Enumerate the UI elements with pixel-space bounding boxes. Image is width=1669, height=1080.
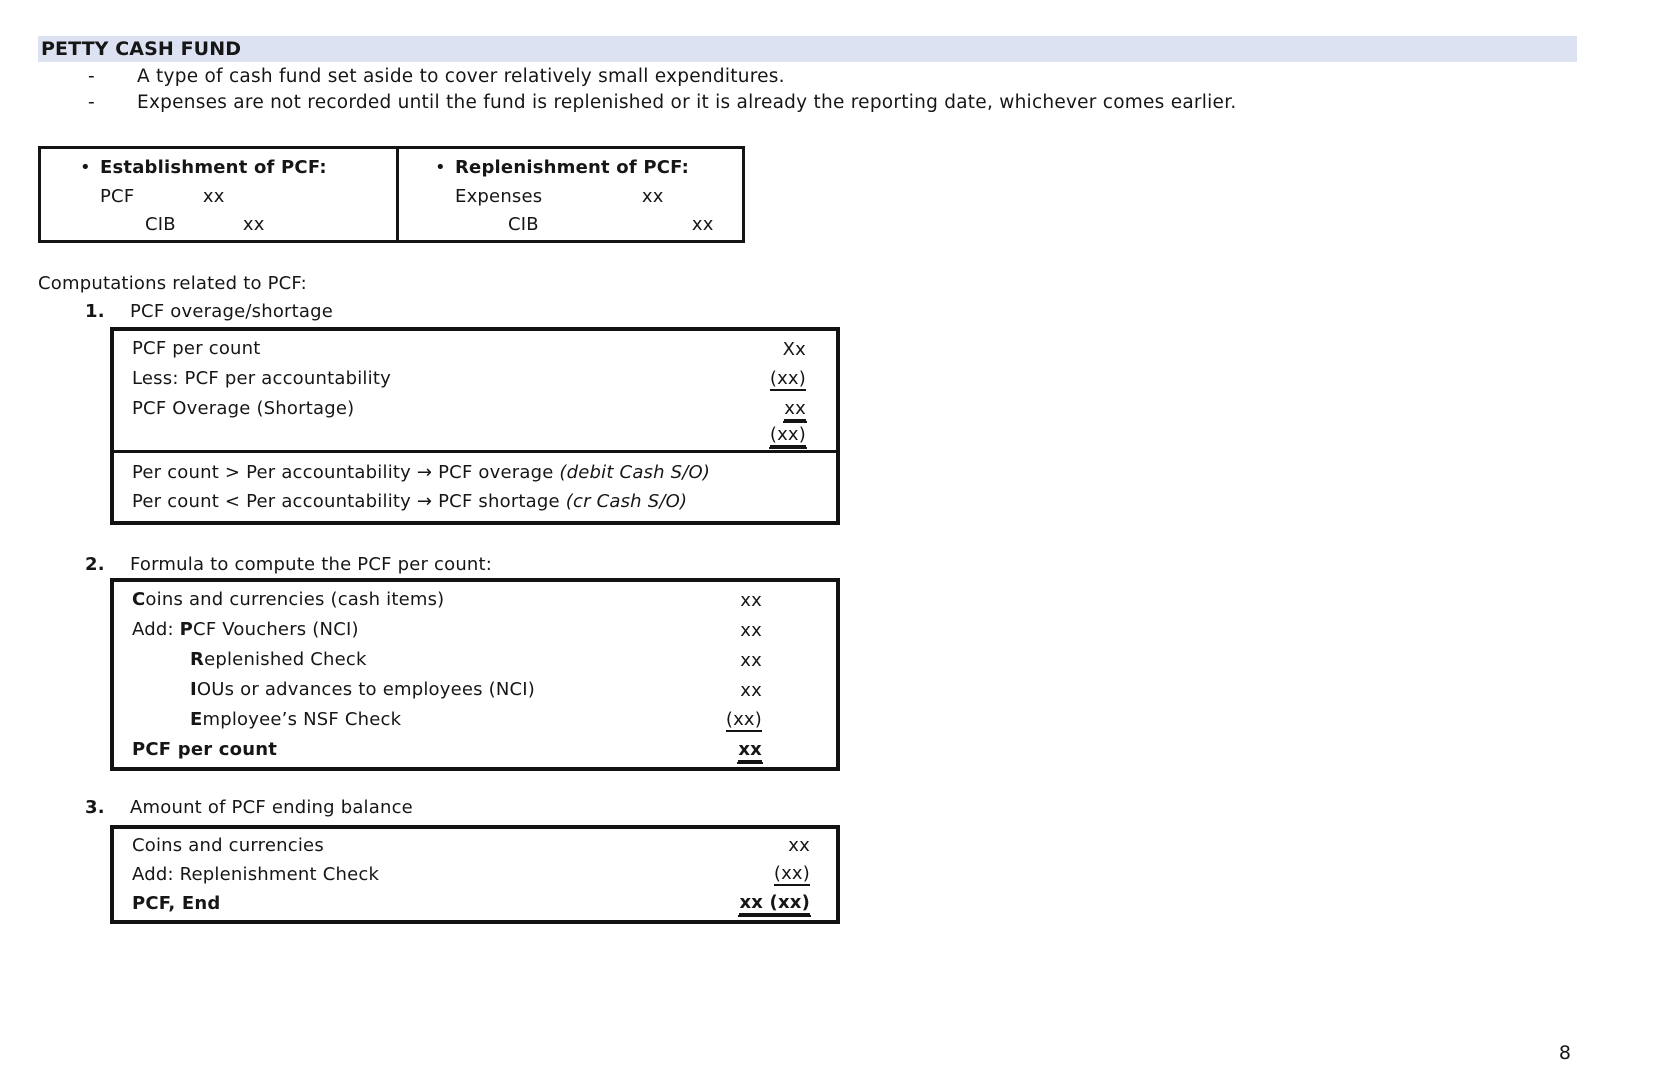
item-2-heading: 2. Formula to compute the PCF per count: (85, 552, 492, 578)
intro-bullet-list: - A type of cash fund set aside to cover… (88, 64, 1608, 116)
table-row: PCF Overage (Shortage) xx (114, 394, 836, 424)
row-label: PCF Overage (Shortage) (132, 398, 355, 419)
computation-rows: Coins and currencies (cash items) xx Add… (114, 582, 836, 767)
row-value: (xx) (768, 424, 808, 449)
dot-bullet-icon: • (80, 157, 91, 178)
journal-cell-establishment: • Establishment of PCF: PCF xx CIB xx (41, 149, 396, 240)
table-row: Employee’s NSF Check (xx) (114, 705, 836, 735)
item-number: 1. (85, 301, 105, 322)
row-value: xx (788, 835, 810, 856)
table-row: Add: Replenishment Check (xx) (114, 860, 836, 889)
table-row: PCF per count Xx (114, 334, 836, 364)
list-item: - A type of cash fund set aside to cover… (88, 64, 1608, 90)
note-line: Per count < Per accountability → PCF sho… (114, 487, 836, 516)
credit-amount: xx (242, 214, 265, 235)
item-title: Amount of PCF ending balance (130, 797, 413, 818)
debit-amount: xx (641, 186, 664, 207)
row-label: PCF, End (132, 893, 221, 914)
journal-heading-text: Establishment of PCF: (100, 157, 327, 178)
row-value: xx (740, 649, 762, 671)
row-label: Add: PCF Vouchers (NCI) (132, 619, 359, 640)
note-italic: (cr Cash S/O) (565, 491, 688, 512)
row-label: PCF per count (132, 739, 278, 760)
pcf-overage-shortage-table: PCF per count Xx Less: PCF per accountab… (110, 327, 840, 525)
note-line: Per count > Per accountability → PCF ove… (114, 458, 836, 487)
row-value: xx (737, 738, 763, 764)
page-title: PETTY CASH FUND (38, 36, 1577, 62)
table-row: Add: PCF Vouchers (NCI) xx (114, 615, 836, 645)
row-label: Add: Replenishment Check (132, 864, 380, 885)
computations-heading: Computations related to PCF: (38, 273, 307, 294)
table-row: IOUs or advances to employees (NCI) xx (114, 675, 836, 705)
row-value: xx (740, 589, 762, 611)
item-3-heading: 3. Amount of PCF ending balance (85, 795, 413, 821)
pcf-ending-balance-table: Coins and currencies xx Add: Replenishme… (110, 825, 840, 924)
row-value: (xx) (773, 863, 810, 886)
table-row: Less: PCF per accountability (xx) (114, 364, 836, 394)
table-row: Coins and currencies (cash items) xx (114, 585, 836, 615)
dot-bullet-icon: • (435, 157, 446, 178)
journal-debit-line: PCF xx (80, 183, 396, 211)
pcf-per-count-table: Coins and currencies (cash items) xx Add… (110, 578, 840, 771)
row-label: Coins and currencies (cash items) (132, 589, 445, 610)
computation-rows: PCF per count Xx Less: PCF per accountab… (114, 331, 836, 450)
note-italic: (debit Cash S/O) (559, 462, 711, 483)
item-1-heading: 1. PCF overage/shortage (85, 299, 333, 325)
credit-amount: xx (691, 214, 714, 235)
row-label: IOUs or advances to employees (NCI) (190, 679, 536, 700)
item-number: 2. (85, 554, 105, 575)
dash-bullet-icon: - (88, 66, 95, 87)
journal-credit-line: CIB xx (80, 211, 396, 239)
journal-entries-table: • Establishment of PCF: PCF xx CIB xx • … (38, 146, 745, 243)
table-row: (xx) (114, 424, 836, 449)
row-value: xx (740, 619, 762, 641)
list-item: - Expenses are not recorded until the fu… (88, 90, 1608, 116)
item-title: Formula to compute the PCF per count: (130, 554, 493, 575)
journal-credit-line: CIB xx (435, 211, 742, 239)
note-text: Per count > Per accountability → PCF ove… (132, 462, 560, 483)
row-value: (xx) (725, 708, 762, 732)
account-name: CIB (508, 214, 539, 235)
row-label: PCF per count (132, 338, 261, 359)
table-row: Coins and currencies xx (114, 831, 836, 860)
journal-heading: • Replenishment of PCF: (435, 153, 742, 183)
account-name: CIB (145, 214, 176, 235)
account-name: PCF (100, 186, 135, 207)
table-row-total: PCF, End xx (xx) (114, 889, 836, 918)
row-value: (xx) (769, 367, 806, 391)
table-row-total: PCF per count xx (114, 735, 836, 765)
row-label: Less: PCF per accountability (132, 368, 391, 389)
bullet-text: Expenses are not recorded until the fund… (137, 92, 1237, 113)
row-value: Xx (782, 338, 806, 360)
row-label: Replenished Check (190, 649, 367, 670)
row-label: Coins and currencies (132, 835, 324, 856)
computation-rows: Coins and currencies xx Add: Replenishme… (114, 829, 836, 920)
account-name: Expenses (455, 186, 543, 207)
overage-shortage-notes: Per count > Per accountability → PCF ove… (114, 450, 836, 521)
page-number: 8 (1558, 1042, 1572, 1064)
debit-amount: xx (202, 186, 225, 207)
journal-debit-line: Expenses xx (435, 183, 742, 211)
row-value: xx (740, 679, 762, 701)
journal-cell-replenishment: • Replenishment of PCF: Expenses xx CIB … (396, 149, 742, 240)
table-row: Replenished Check xx (114, 645, 836, 675)
dash-bullet-icon: - (88, 92, 95, 113)
bullet-text: A type of cash fund set aside to cover r… (137, 66, 785, 87)
row-value: xx (783, 397, 807, 423)
row-label: Employee’s NSF Check (190, 709, 402, 730)
note-text: Per count < Per accountability → PCF sho… (132, 491, 566, 512)
item-number: 3. (85, 797, 105, 818)
journal-heading: • Establishment of PCF: (80, 153, 396, 183)
item-title: PCF overage/shortage (130, 301, 334, 322)
row-value: xx (xx) (738, 892, 811, 917)
journal-heading-text: Replenishment of PCF: (455, 157, 690, 178)
